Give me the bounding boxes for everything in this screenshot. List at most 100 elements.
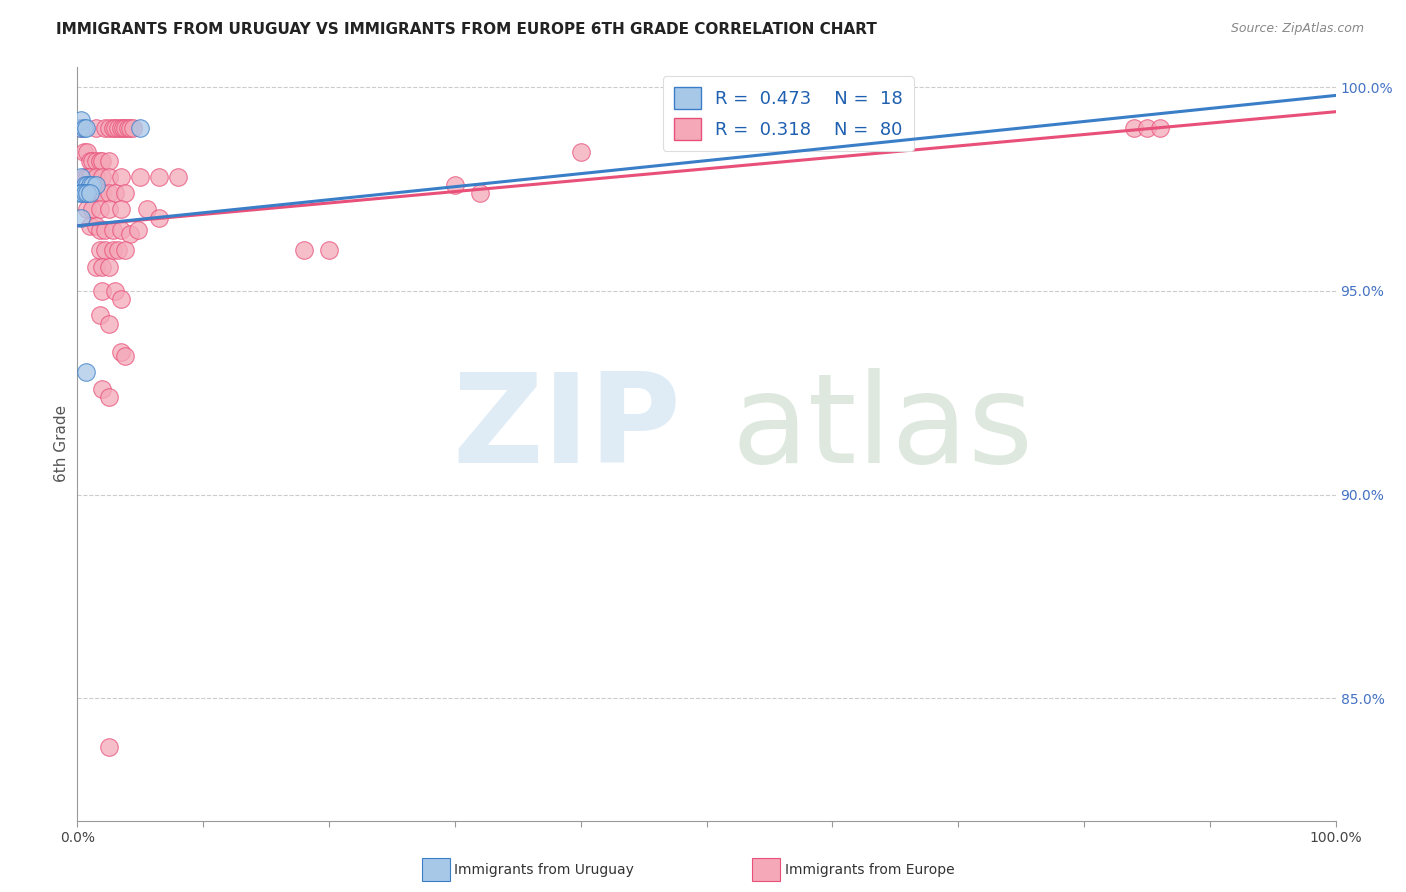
Point bbox=[76, 169, 98, 184]
Point bbox=[94, 223, 117, 237]
Point bbox=[69, 186, 91, 201]
Point bbox=[84, 153, 107, 168]
Point bbox=[104, 186, 127, 201]
Point bbox=[84, 260, 107, 274]
Point bbox=[121, 121, 143, 136]
Point bbox=[89, 153, 111, 168]
Point bbox=[104, 121, 127, 136]
Point bbox=[84, 178, 107, 192]
Text: atlas: atlas bbox=[731, 368, 1033, 489]
Point bbox=[73, 169, 96, 184]
Point bbox=[89, 309, 111, 323]
Point bbox=[114, 121, 136, 136]
Point bbox=[97, 202, 120, 217]
Point bbox=[79, 186, 101, 201]
Point bbox=[110, 345, 132, 359]
Point bbox=[468, 186, 491, 201]
Text: Immigrants from Uruguay: Immigrants from Uruguay bbox=[454, 863, 634, 877]
Point bbox=[444, 178, 467, 192]
Point bbox=[101, 121, 124, 136]
Point bbox=[84, 186, 107, 201]
Point bbox=[127, 223, 149, 237]
Point bbox=[120, 121, 142, 136]
Point bbox=[97, 153, 120, 168]
Point bbox=[91, 260, 114, 274]
Point bbox=[91, 186, 114, 201]
Point bbox=[107, 121, 129, 136]
Point bbox=[69, 121, 91, 136]
Point bbox=[107, 244, 129, 258]
Legend: R =  0.473    N =  18, R =  0.318    N =  80: R = 0.473 N = 18, R = 0.318 N = 80 bbox=[662, 76, 914, 151]
Point bbox=[84, 121, 107, 136]
Point bbox=[76, 202, 98, 217]
Y-axis label: 6th Grade: 6th Grade bbox=[53, 405, 69, 483]
Point bbox=[91, 284, 114, 298]
Point bbox=[97, 390, 120, 404]
Point bbox=[82, 178, 104, 192]
Text: Immigrants from Europe: Immigrants from Europe bbox=[785, 863, 955, 877]
Point bbox=[91, 382, 114, 396]
Point bbox=[76, 186, 98, 201]
Point bbox=[97, 169, 120, 184]
Point bbox=[111, 121, 134, 136]
Point bbox=[110, 292, 132, 306]
Point bbox=[79, 153, 101, 168]
Point bbox=[1136, 121, 1159, 136]
Point bbox=[101, 244, 124, 258]
Point bbox=[97, 260, 120, 274]
Point bbox=[148, 169, 170, 184]
Point bbox=[135, 202, 157, 217]
Text: IMMIGRANTS FROM URUGUAY VS IMMIGRANTS FROM EUROPE 6TH GRADE CORRELATION CHART: IMMIGRANTS FROM URUGUAY VS IMMIGRANTS FR… bbox=[56, 22, 877, 37]
Point bbox=[97, 740, 120, 755]
Point bbox=[129, 169, 152, 184]
Point bbox=[97, 121, 120, 136]
Point bbox=[73, 178, 96, 192]
Point bbox=[70, 211, 93, 225]
Point bbox=[104, 284, 127, 298]
Point bbox=[84, 169, 107, 184]
Point bbox=[1149, 121, 1171, 136]
Point bbox=[89, 223, 111, 237]
Point bbox=[110, 202, 132, 217]
Point bbox=[97, 317, 120, 331]
Point bbox=[91, 153, 114, 168]
Point bbox=[82, 153, 104, 168]
Point bbox=[148, 211, 170, 225]
Point bbox=[76, 178, 98, 192]
Point bbox=[76, 186, 98, 201]
Point bbox=[79, 178, 101, 192]
Point bbox=[114, 186, 136, 201]
Point bbox=[89, 244, 111, 258]
Point bbox=[76, 145, 98, 160]
Point bbox=[73, 186, 96, 201]
Point bbox=[72, 121, 94, 136]
Point bbox=[94, 244, 117, 258]
Point bbox=[110, 169, 132, 184]
Point bbox=[129, 121, 152, 136]
Point bbox=[73, 186, 96, 201]
Point bbox=[72, 186, 94, 201]
Point bbox=[114, 244, 136, 258]
Point bbox=[117, 121, 139, 136]
Point bbox=[82, 186, 104, 201]
Point bbox=[292, 244, 315, 258]
Point bbox=[167, 169, 190, 184]
Point bbox=[120, 227, 142, 241]
Point bbox=[89, 202, 111, 217]
Point bbox=[84, 219, 107, 233]
Point bbox=[94, 121, 117, 136]
Point bbox=[114, 349, 136, 363]
Text: Source: ZipAtlas.com: Source: ZipAtlas.com bbox=[1230, 22, 1364, 36]
Point bbox=[79, 219, 101, 233]
Point bbox=[79, 169, 101, 184]
Point bbox=[91, 169, 114, 184]
Point bbox=[569, 145, 592, 160]
Point bbox=[101, 223, 124, 237]
Point bbox=[97, 186, 120, 201]
Point bbox=[318, 244, 340, 258]
Point bbox=[75, 366, 97, 380]
Point bbox=[110, 223, 132, 237]
Point bbox=[1123, 121, 1146, 136]
Point bbox=[70, 112, 93, 127]
Point bbox=[75, 121, 97, 136]
